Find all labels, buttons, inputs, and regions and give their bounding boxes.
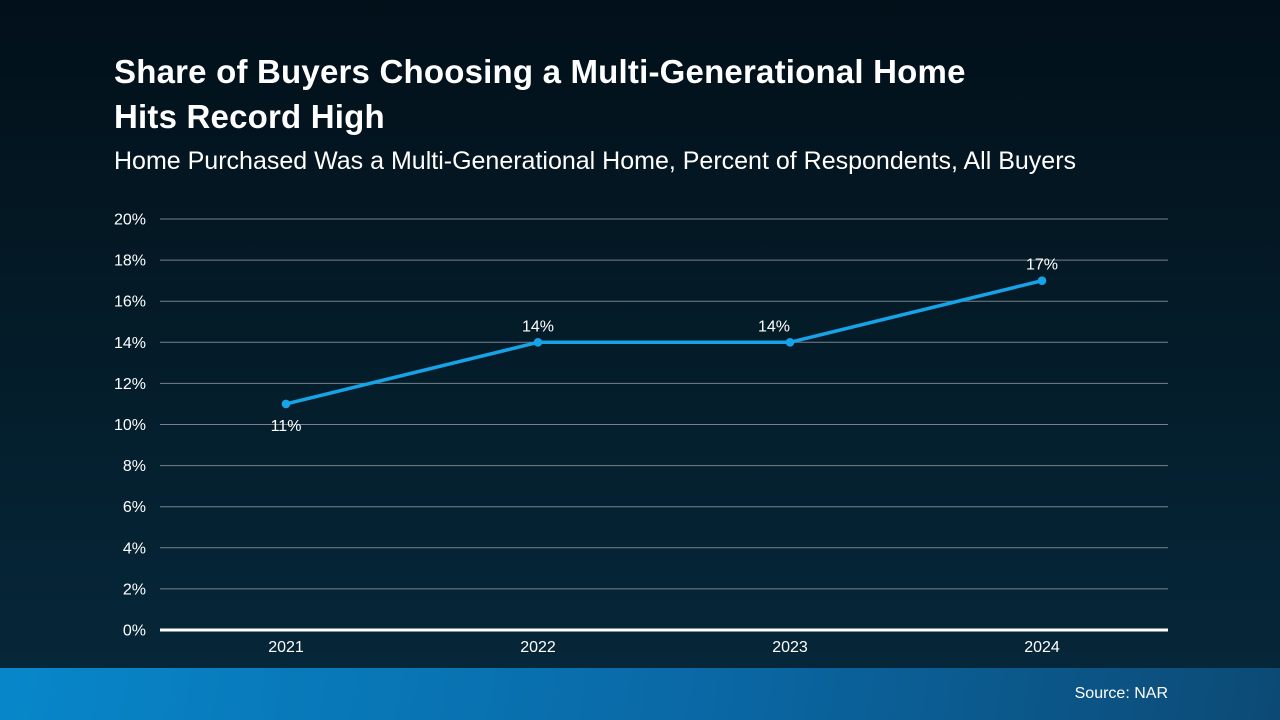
page-title-line-2: Hits Record High bbox=[114, 98, 385, 135]
x-category-label: 2022 bbox=[520, 639, 556, 656]
data-label: 14% bbox=[758, 318, 790, 335]
page-title-line-1: Share of Buyers Choosing a Multi-Generat… bbox=[114, 53, 966, 90]
series-line bbox=[284, 278, 1044, 406]
y-tick-label: 4% bbox=[123, 540, 146, 557]
data-label: 17% bbox=[1026, 257, 1058, 274]
y-tick-label: 16% bbox=[114, 294, 146, 311]
y-tick-label: 6% bbox=[123, 499, 146, 516]
x-category-label: 2023 bbox=[772, 639, 808, 656]
page-title: Share of Buyers Choosing a Multi-Generat… bbox=[114, 49, 1174, 139]
y-tick-label: 10% bbox=[114, 417, 146, 434]
data-point bbox=[533, 338, 543, 347]
y-tick-label: 14% bbox=[114, 335, 146, 352]
data-point bbox=[281, 399, 291, 409]
y-tick-label: 2% bbox=[123, 581, 146, 598]
footer-bar: Source: NAR bbox=[0, 668, 1280, 720]
y-tick-label: 12% bbox=[114, 376, 146, 393]
data-point bbox=[785, 338, 795, 347]
y-tick-label: 18% bbox=[114, 253, 146, 270]
header: Share of Buyers Choosing a Multi-Generat… bbox=[114, 49, 1174, 176]
data-point bbox=[1037, 276, 1047, 285]
data-label: 14% bbox=[522, 318, 554, 335]
y-tick-label: 0% bbox=[123, 623, 146, 640]
x-category-label: 2024 bbox=[1024, 639, 1060, 656]
y-tick-label: 8% bbox=[123, 458, 146, 475]
x-category-label: 2021 bbox=[268, 639, 304, 656]
source-text: Source: NAR bbox=[1074, 685, 1168, 702]
chart-subtitle: Home Purchased Was a Multi-Generational … bbox=[114, 147, 1077, 175]
data-label: 11% bbox=[271, 418, 302, 435]
y-tick-label: 20% bbox=[114, 212, 146, 229]
